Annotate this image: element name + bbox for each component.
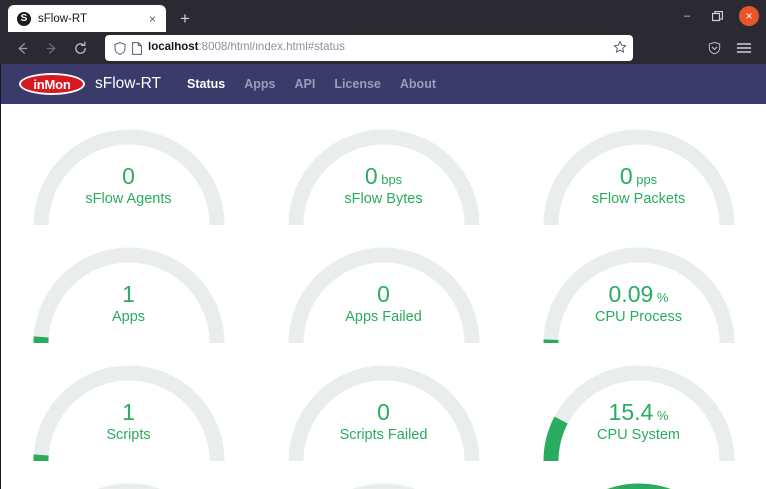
gauge-track	[288, 365, 479, 461]
document-icon	[132, 41, 142, 55]
url-path: :8008/html/index.html#status	[198, 42, 345, 54]
inmon-logo-icon[interactable]: inMon	[19, 73, 85, 95]
navigation-toolbar: localhost:8008/html/index.html#status	[0, 32, 766, 64]
shield-icon	[114, 41, 126, 55]
nav-item-status[interactable]: Status	[187, 77, 226, 91]
gauge-arc	[33, 129, 224, 225]
page-info-icon	[132, 41, 142, 55]
close-icon: ×	[739, 6, 759, 26]
maximize-icon	[711, 10, 723, 21]
nav-item-license[interactable]: License	[334, 77, 381, 91]
gauge-track	[543, 247, 734, 343]
gauge-arc	[32, 365, 224, 461]
sflow-favicon-icon: S	[17, 11, 31, 26]
gauge-sflow-agents[interactable]: 0 sFlow Agents	[1, 104, 256, 225]
bookmark-star-icon[interactable]	[613, 40, 627, 56]
gauge-cpu-process[interactable]: 0.09 % CPU Process	[511, 222, 766, 343]
status-gauge-grid: 0 sFlow Agents 0 bps sFlow Bytes 0 pps sFlow …	[1, 104, 766, 489]
gauge-fill	[543, 416, 568, 461]
gauge-sflow-bytes[interactable]: 0 bps sFlow Bytes	[256, 104, 511, 225]
app-menu-button[interactable]	[729, 34, 758, 63]
maximize-button[interactable]	[702, 0, 732, 32]
back-button[interactable]	[8, 34, 37, 63]
tab-close-icon[interactable]: ×	[148, 11, 156, 26]
reload-button[interactable]	[66, 34, 95, 63]
tab-strip: S sFlow-RT × + – ×	[0, 0, 766, 32]
gauge-arc	[606, 483, 671, 489]
gauge-arc	[32, 247, 224, 343]
gauge-track	[288, 129, 479, 225]
gauge-row4-1[interactable]	[256, 458, 511, 489]
gauge-track	[543, 365, 734, 461]
shield-badge-icon	[708, 41, 721, 54]
gauge-arc	[543, 365, 734, 461]
nav-item-apps[interactable]: Apps	[244, 77, 276, 91]
forward-arrow-icon	[46, 42, 56, 54]
star-icon	[613, 40, 627, 53]
app-header: inMon sFlow-RT Status Apps API License A…	[1, 64, 766, 104]
nav-item-api[interactable]: API	[294, 77, 316, 91]
gauge-track	[33, 365, 224, 461]
gauge-arc	[543, 129, 734, 225]
gauge-arc	[351, 483, 416, 489]
new-tab-button[interactable]: +	[180, 8, 190, 28]
page-viewport: inMon sFlow-RT Status Apps API License A…	[0, 64, 766, 489]
back-arrow-icon	[18, 42, 28, 54]
reload-icon	[75, 40, 86, 54]
url-bar[interactable]: localhost:8008/html/index.html#status	[105, 35, 633, 61]
close-window-button[interactable]: ×	[732, 0, 766, 32]
gauge-arc	[288, 129, 479, 225]
forward-button[interactable]	[37, 34, 66, 63]
minimize-button[interactable]: –	[683, 10, 691, 22]
gauge-apps-failed[interactable]: 0 Apps Failed	[256, 222, 511, 343]
gauge-track	[33, 247, 224, 343]
gauge-arc	[288, 247, 479, 343]
gauge-arc	[543, 247, 734, 343]
nav-item-about[interactable]: About	[399, 77, 436, 91]
gauge-track	[543, 129, 734, 225]
url-text: localhost:8008/html/index.html#status	[148, 42, 607, 54]
logo-text: inMon	[33, 76, 71, 92]
main-nav: Status Apps API License About	[187, 77, 436, 91]
gauge-scripts-failed[interactable]: 0 Scripts Failed	[256, 340, 511, 461]
gauge-apps[interactable]: 1 Apps	[1, 222, 256, 343]
app-title: sFlow-RT	[95, 75, 162, 92]
hamburger-menu-icon	[736, 43, 751, 53]
tracking-shield-icon	[114, 41, 126, 55]
gauge-track	[33, 129, 224, 225]
tab-title: sFlow-RT	[38, 12, 87, 25]
gauge-sflow-packets[interactable]: 0 pps sFlow Packets	[511, 104, 766, 225]
gauge-cpu-system[interactable]: 15.4 % CPU System	[511, 340, 766, 461]
gauge-arc	[96, 483, 161, 489]
browser-tab[interactable]: S sFlow-RT ×	[8, 5, 166, 32]
gauge-row4-0[interactable]	[1, 458, 256, 489]
toolbar-right-group	[700, 34, 758, 63]
window-controls: – ×	[672, 0, 766, 32]
gauge-row4-2[interactable]	[511, 458, 766, 489]
gauge-scripts[interactable]: 1 Scripts	[1, 340, 256, 461]
tracking-protection-button[interactable]	[700, 34, 729, 63]
gauge-track	[288, 247, 479, 343]
url-host: localhost	[148, 42, 199, 54]
gauge-arc	[288, 365, 479, 461]
